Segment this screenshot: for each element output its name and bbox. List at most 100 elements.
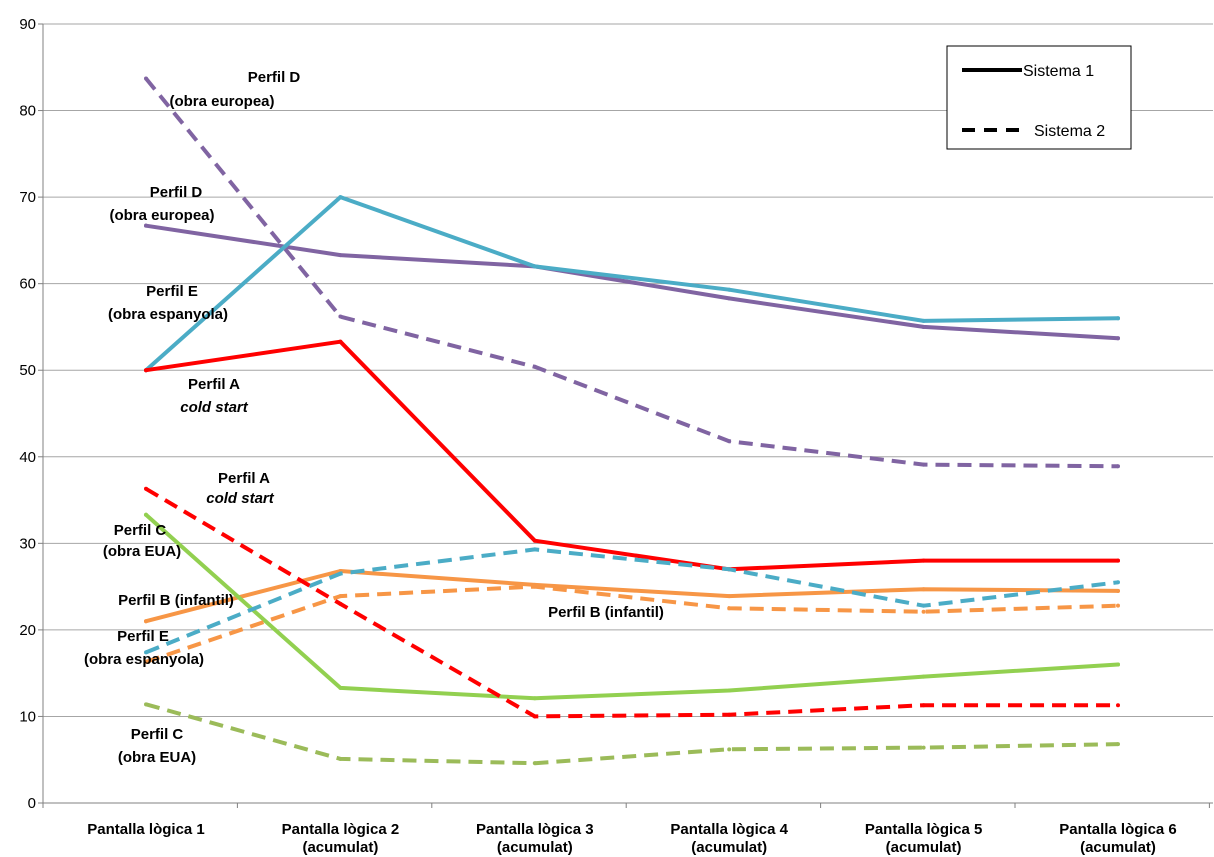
data-point bbox=[144, 512, 148, 517]
data-point bbox=[338, 685, 343, 690]
data-point bbox=[921, 603, 926, 608]
data-point bbox=[338, 314, 343, 319]
annotation-label: Perfil B (infantil) bbox=[118, 592, 234, 609]
data-point bbox=[144, 223, 148, 228]
data-point bbox=[921, 324, 926, 329]
data-point bbox=[338, 601, 343, 606]
data-point bbox=[338, 756, 343, 761]
annotation-label: (obra EUA) bbox=[118, 749, 196, 766]
data-point bbox=[338, 339, 343, 344]
data-point bbox=[532, 761, 537, 766]
axes bbox=[42, 24, 1213, 808]
series-line-perfil-e-sistema-1 bbox=[144, 195, 1120, 373]
data-point bbox=[1116, 742, 1120, 747]
legend-box bbox=[946, 45, 1132, 150]
y-tick-label: 20 bbox=[19, 622, 36, 639]
data-point bbox=[1116, 316, 1120, 321]
data-point bbox=[532, 538, 537, 543]
data-point bbox=[144, 619, 148, 624]
series-line-perfil-a-sistema-1 bbox=[144, 339, 1120, 572]
series-line-perfil-c-sistema-2 bbox=[145, 702, 1119, 766]
series-lines bbox=[144, 76, 1120, 766]
y-tick-label: 10 bbox=[19, 708, 36, 725]
x-axis-categories: Pantalla lògica 1 Pantalla lògica 2 (acumu… bbox=[87, 821, 1177, 856]
series-annotations: Perfil D (obra europea) Perfil D (obra euro… bbox=[84, 69, 664, 766]
data-point bbox=[532, 696, 537, 701]
data-point bbox=[921, 674, 926, 679]
data-point bbox=[338, 253, 343, 258]
data-point bbox=[532, 264, 537, 269]
x-category-label: Pantalla lògica 4 bbox=[670, 821, 788, 838]
y-tick-label: 80 bbox=[19, 103, 36, 120]
data-point bbox=[921, 745, 926, 750]
series-line-perfil-d-sistema-1 bbox=[144, 223, 1120, 341]
data-point bbox=[1116, 603, 1120, 608]
y-tick-label: 60 bbox=[19, 276, 36, 293]
annotation-label: Perfil A bbox=[188, 376, 240, 393]
annotation-label: Perfil A bbox=[218, 470, 270, 487]
data-point bbox=[921, 587, 926, 592]
series-line-perfil-b-sistema-2 bbox=[145, 584, 1119, 664]
data-point bbox=[1116, 558, 1120, 563]
annotation-label: Perfil C bbox=[114, 522, 167, 539]
data-point bbox=[338, 594, 343, 599]
annotation-label: (obra espanyola) bbox=[84, 651, 204, 668]
data-point bbox=[144, 486, 148, 491]
data-point bbox=[727, 712, 732, 717]
annotation-label: (obra europea) bbox=[169, 93, 274, 110]
legend: Sistema 1 Sistema 2 bbox=[946, 45, 1132, 150]
data-point bbox=[727, 606, 732, 611]
y-tick-label: 30 bbox=[19, 535, 36, 552]
y-tick-label: 0 bbox=[28, 795, 36, 812]
annotation-label: Perfil D bbox=[150, 184, 203, 201]
annotation-label: (obra espanyola) bbox=[108, 306, 228, 323]
x-category-label: (acumulat) bbox=[886, 839, 962, 856]
data-point bbox=[1116, 580, 1120, 585]
x-category-label: Pantalla lògica 5 bbox=[865, 821, 983, 838]
x-category-label: Pantalla lògica 6 bbox=[1059, 821, 1177, 838]
data-point bbox=[1116, 588, 1120, 593]
x-category-label: Pantalla lògica 1 bbox=[87, 821, 205, 838]
legend-label: Sistema 1 bbox=[1023, 63, 1094, 80]
data-point bbox=[921, 318, 926, 323]
data-point bbox=[144, 368, 148, 373]
data-point bbox=[727, 688, 732, 693]
series-line-perfil-b-sistema-1 bbox=[144, 569, 1120, 624]
annotation-label: Perfil E bbox=[117, 628, 169, 645]
data-point bbox=[727, 594, 732, 599]
data-point bbox=[532, 547, 537, 552]
series-line-perfil-c-sistema-1 bbox=[144, 512, 1120, 701]
annotation-label: cold start bbox=[180, 399, 249, 416]
data-point bbox=[338, 571, 343, 576]
series-line-perfil-e-sistema-2 bbox=[145, 547, 1119, 655]
y-tick-label: 90 bbox=[19, 16, 36, 33]
data-point bbox=[338, 195, 343, 200]
data-point bbox=[144, 650, 148, 655]
annotation-label: Perfil B (infantil) bbox=[548, 604, 664, 621]
data-point bbox=[921, 703, 926, 708]
data-point bbox=[921, 462, 926, 467]
annotation-label: Perfil C bbox=[131, 726, 184, 743]
data-point bbox=[727, 567, 732, 572]
annotation-label: (obra EUA) bbox=[103, 543, 181, 560]
y-tick-label: 50 bbox=[19, 362, 36, 379]
annotation-label: (obra europea) bbox=[109, 207, 214, 224]
y-tick-label: 70 bbox=[19, 189, 36, 206]
data-point bbox=[727, 747, 732, 752]
data-point bbox=[727, 287, 732, 292]
x-category-label: Pantalla lògica 2 bbox=[282, 821, 400, 838]
data-point bbox=[532, 714, 537, 719]
y-tick-label: 40 bbox=[19, 449, 36, 466]
data-point bbox=[144, 659, 148, 664]
data-point bbox=[727, 439, 732, 444]
data-point bbox=[532, 364, 537, 369]
data-point bbox=[921, 609, 926, 614]
x-category-label: (acumulat) bbox=[691, 839, 767, 856]
legend-label: Sistema 2 bbox=[1034, 123, 1105, 140]
data-point bbox=[727, 296, 732, 301]
x-category-label: (acumulat) bbox=[497, 839, 573, 856]
data-point bbox=[1116, 703, 1120, 708]
annotation-label: Perfil D bbox=[248, 69, 301, 86]
annotation-label: Perfil E bbox=[146, 283, 198, 300]
